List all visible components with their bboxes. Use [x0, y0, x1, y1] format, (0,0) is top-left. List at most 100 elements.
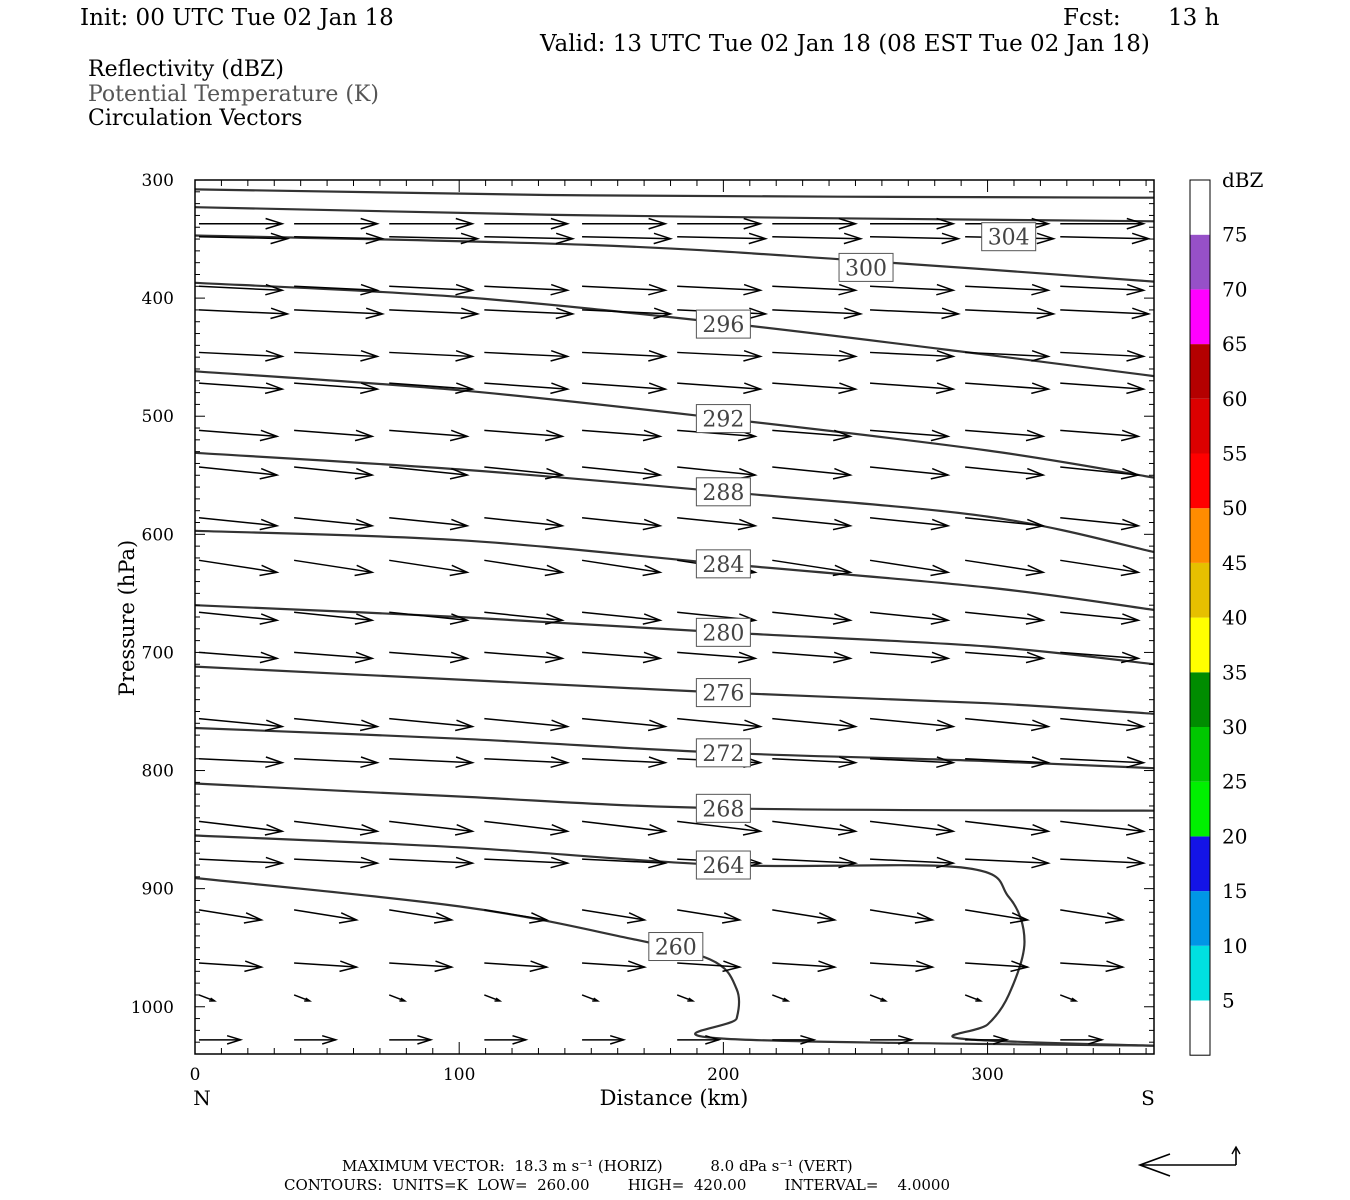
- circulation-vector: [294, 1034, 339, 1045]
- circulation-vector: [965, 429, 1046, 442]
- vector-head: [433, 912, 455, 924]
- vector-shaft: [772, 466, 851, 476]
- circulation-vector: [389, 517, 470, 531]
- circulation-vector: [582, 756, 668, 769]
- circulation-vector: [582, 349, 668, 362]
- circulation-vector: [1060, 283, 1147, 296]
- vector-head: [354, 467, 375, 480]
- contour-label: 300: [845, 256, 887, 281]
- vector-shaft: [582, 235, 671, 240]
- vector-shaft: [1060, 962, 1123, 968]
- vector-shaft: [677, 235, 766, 240]
- circulation-vector: [869, 382, 956, 395]
- vector-shaft: [869, 757, 954, 764]
- vector-shaft: [772, 517, 851, 527]
- colorbar-tick-label: 45: [1222, 551, 1247, 575]
- x-axis-label: Distance (km): [600, 1086, 749, 1110]
- vector-head: [838, 349, 859, 362]
- vector-head: [417, 1034, 434, 1045]
- vector-shaft: [1060, 757, 1144, 764]
- vector-head: [399, 997, 408, 1002]
- vector-head: [550, 217, 571, 230]
- vector-shaft: [965, 517, 1044, 527]
- circulation-vectors: [198, 217, 1152, 1045]
- circulation-vector: [198, 232, 290, 245]
- vector-head: [494, 997, 503, 1002]
- vector-shaft: [677, 429, 756, 438]
- circulation-vector: [582, 1034, 627, 1045]
- vector-head: [545, 651, 565, 664]
- circulation-vector: [870, 217, 956, 230]
- vector-head: [455, 217, 475, 230]
- theta-contour-260: [194, 876, 1155, 1047]
- circulation-vector: [965, 466, 1046, 480]
- circulation-vector: [869, 856, 956, 869]
- circulation-vector: [1060, 651, 1141, 664]
- vector-head: [555, 307, 576, 320]
- vector-shaft: [198, 517, 278, 527]
- circulation-vector: [484, 217, 571, 230]
- vector-head: [915, 960, 935, 973]
- vector-shaft: [389, 466, 468, 476]
- vector-head: [817, 912, 838, 924]
- vector-shaft: [1060, 466, 1139, 476]
- axis-ticks: 300 400 500 600 700 800 900 1000 0 100 200 300 N S Dis…: [115, 171, 1155, 1110]
- circulation-vector: [772, 994, 791, 1002]
- vector-head: [722, 960, 743, 973]
- theta-contour-276: [194, 665, 1155, 715]
- vector-shaft: [294, 651, 373, 660]
- circulation-vector: [582, 651, 663, 664]
- vector-head: [455, 856, 475, 869]
- x-tick-label: 200: [707, 1065, 739, 1085]
- contour-label: 288: [702, 481, 744, 506]
- circulation-vector: [484, 856, 571, 869]
- theta-contour-300: [194, 206, 1155, 223]
- vector-shaft: [198, 820, 283, 833]
- vector-head: [642, 564, 663, 577]
- circulation-vector: [677, 232, 769, 245]
- vector-head: [360, 217, 380, 230]
- circulation-vector: [965, 856, 1051, 869]
- circulation-vector: [772, 307, 864, 320]
- circulation-vector: [293, 994, 313, 1002]
- contour-label-box: [695, 477, 751, 507]
- vector-shaft: [869, 651, 949, 660]
- circulation-vector: [677, 517, 758, 531]
- y-tick-label: 500: [142, 407, 174, 427]
- vector-head: [244, 960, 264, 973]
- vector-head: [833, 651, 853, 664]
- vector-head: [1126, 283, 1147, 296]
- circulation-vector: [965, 756, 1051, 769]
- circulation-vector: [389, 283, 475, 296]
- vector-shaft: [484, 651, 563, 660]
- vector-head: [360, 856, 380, 869]
- vector-shaft: [294, 429, 373, 438]
- vector-head: [843, 232, 864, 245]
- vector-shaft: [965, 466, 1044, 476]
- circulation-vector: [198, 909, 264, 924]
- vector-shaft: [198, 858, 283, 864]
- theta-contour-284: [194, 529, 1155, 611]
- colorbar-tick-label: 10: [1222, 934, 1247, 958]
- vector-head: [648, 382, 668, 395]
- circulation-vector: [1060, 307, 1152, 320]
- vector-head: [687, 997, 696, 1002]
- circulation-vector: [772, 756, 859, 769]
- theta-contour-296: [194, 281, 1155, 378]
- vector-head: [1120, 518, 1141, 531]
- circulation-vector: [294, 349, 380, 362]
- vector-head: [449, 429, 470, 442]
- circulation-vector: [294, 382, 380, 395]
- vector-head: [550, 382, 571, 395]
- vector-head: [455, 719, 475, 732]
- vector-shaft: [582, 382, 666, 390]
- vector-head: [936, 756, 956, 769]
- vector-head: [1070, 997, 1079, 1002]
- x-tick-label: 0: [190, 1065, 201, 1085]
- theta-contour-268: [194, 782, 1155, 812]
- colorbar-frame: [1189, 179, 1211, 1056]
- vector-shaft: [677, 382, 761, 390]
- vector-head: [743, 382, 763, 395]
- circulation-vector: [294, 611, 375, 625]
- vector-head: [935, 824, 956, 836]
